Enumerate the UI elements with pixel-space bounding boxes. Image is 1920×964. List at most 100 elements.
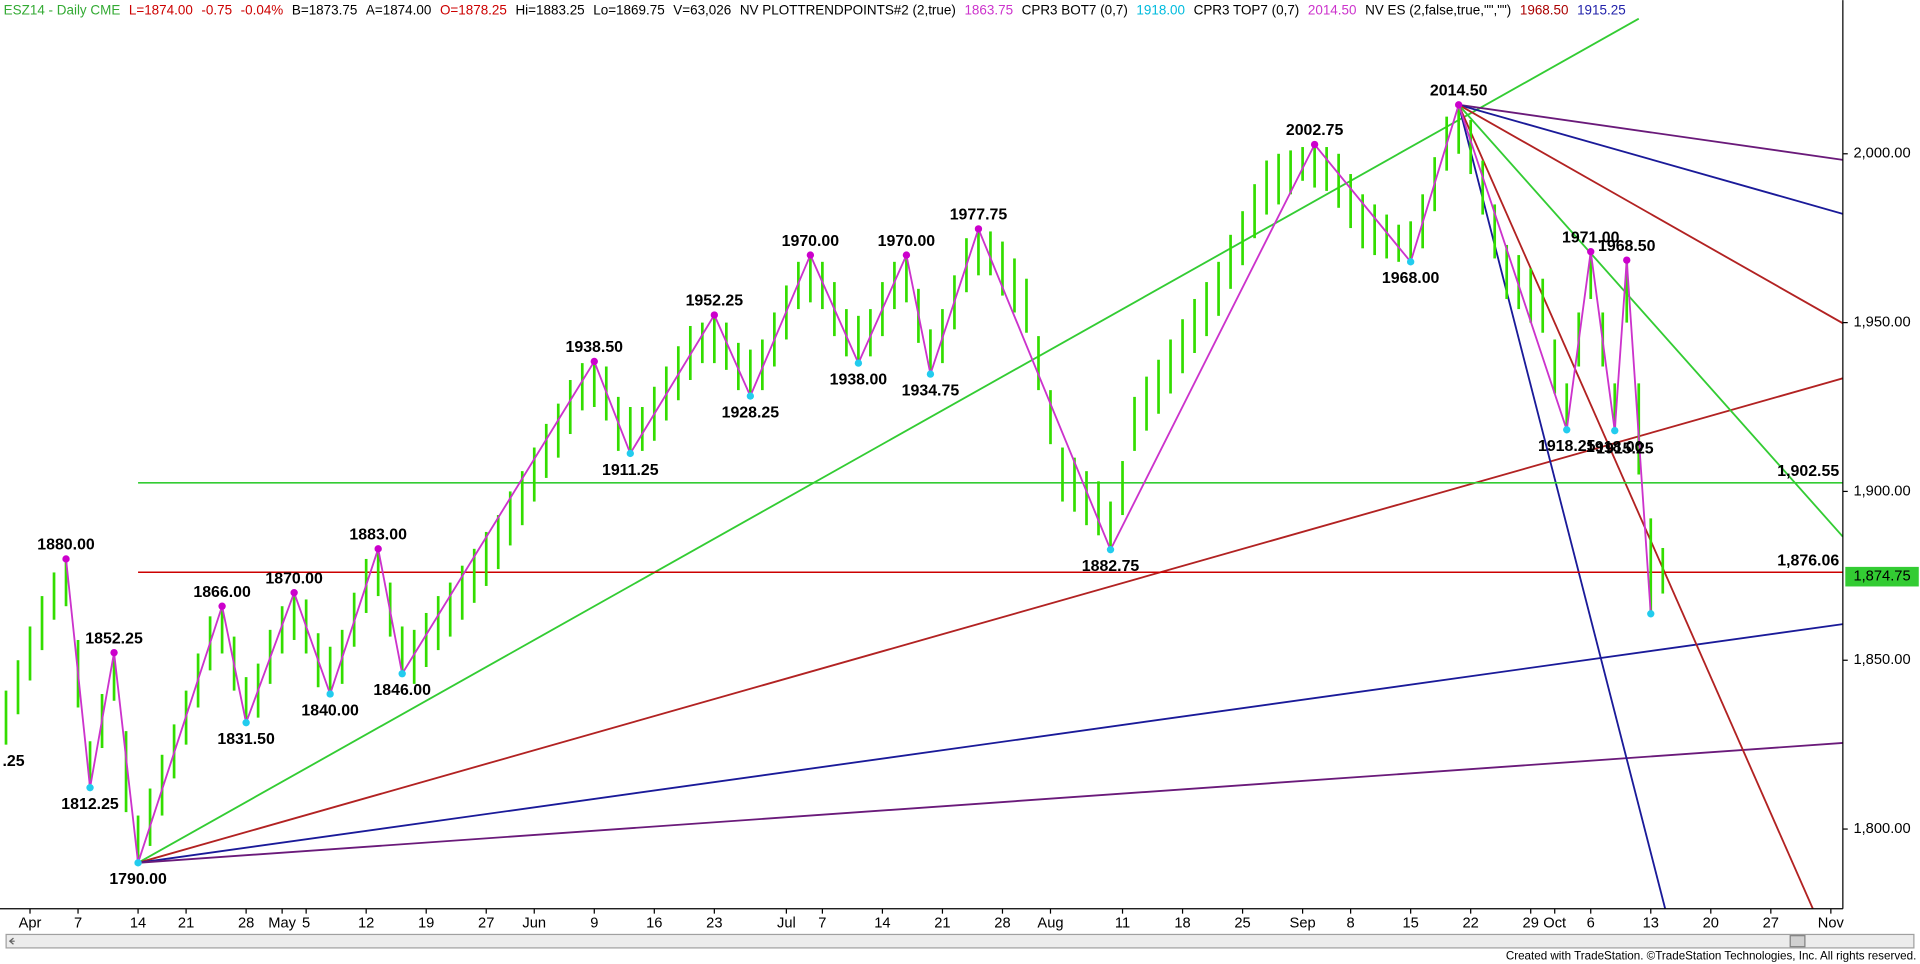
pivot-marker	[242, 719, 250, 727]
x-tick-label: 14	[874, 915, 890, 931]
x-tick-label: 8	[1347, 915, 1355, 931]
pivot-marker	[854, 359, 863, 367]
pivot-marker	[1455, 101, 1463, 109]
pivot-marker	[1406, 258, 1415, 266]
y-tick-label: 1,850.00	[1853, 652, 1910, 668]
x-tick-label: 18	[1174, 915, 1190, 931]
header-item: 1968.50	[1520, 3, 1569, 18]
pivot-marker	[1611, 426, 1619, 435]
header-item: Lo=1869.75	[593, 3, 664, 18]
header-item: 2014.50	[1308, 3, 1357, 18]
footer-text: Created with TradeStation. ©TradeStation…	[1506, 950, 1917, 963]
pivot-marker	[902, 251, 911, 259]
pivot-label: 1938.50	[566, 339, 624, 356]
pivot-marker	[62, 555, 70, 563]
last-price-label: 1,874.75	[1853, 569, 1910, 585]
trend-line	[137, 623, 1843, 864]
header-item: 1915.25	[1577, 3, 1626, 18]
pivot-marker	[398, 670, 406, 678]
header-item: L=1874.00	[129, 3, 193, 18]
x-tick-label: Jun	[522, 915, 546, 931]
x-tick-label: 7	[818, 915, 826, 931]
pivot-label: 1790.00	[109, 871, 167, 888]
scrollbar-thumb[interactable]	[1789, 935, 1806, 948]
pivot-marker	[1563, 426, 1571, 434]
pivot-marker	[134, 859, 142, 867]
x-tick-label: 20	[1703, 915, 1719, 931]
pivot-label: 1882.75	[1082, 558, 1140, 575]
pivot-marker	[1310, 140, 1319, 149]
pivot-marker	[110, 648, 118, 657]
x-tick-label: 7	[74, 915, 82, 931]
pivot-label: 1852.25	[85, 630, 143, 647]
x-tick-label: 28	[994, 915, 1010, 931]
trend-line	[137, 377, 1843, 864]
pivot-marker	[1647, 610, 1655, 618]
x-tick-label: 28	[238, 915, 254, 931]
header-item: 1918.00	[1136, 3, 1185, 18]
x-tick-label: 6	[1587, 915, 1595, 931]
pivot-label: 1938.00	[830, 371, 888, 388]
trend-line	[1457, 104, 1843, 538]
pivot-marker	[746, 392, 755, 400]
pivot-label: 1934.75	[902, 382, 960, 399]
trend-line	[1458, 104, 1843, 325]
x-tick-label: 23	[706, 915, 722, 931]
header-item: B=1873.75	[292, 3, 357, 18]
pivot-label: 1977.75	[950, 207, 1008, 224]
header-item: CPR3 TOP7 (0,7)	[1194, 3, 1300, 18]
header-item: A=1874.00	[366, 3, 431, 18]
pivot-marker	[806, 251, 815, 259]
pivot-marker	[374, 545, 382, 553]
pivot-label: 1971.00	[1562, 229, 1620, 246]
x-tick-label: May	[268, 915, 296, 931]
header-item: NV ES (2,false,true,"","")	[1365, 3, 1511, 18]
x-tick-label: 15	[1402, 915, 1418, 931]
trend-line	[137, 742, 1843, 864]
pivot-label: 1968.00	[1382, 270, 1440, 287]
pivot-label: 1866.00	[193, 584, 251, 601]
x-tick-label: Oct	[1543, 915, 1566, 931]
trend-zigzag	[65, 101, 1652, 864]
x-tick-label: 27	[1763, 915, 1779, 931]
scrollbar[interactable]	[5, 933, 1915, 949]
x-tick-label: Sep	[1290, 915, 1316, 931]
level-label: 1,876.06	[1777, 552, 1839, 569]
header-item: -0.04%	[241, 3, 284, 18]
trend-line	[1458, 103, 1843, 215]
pivot-label: 1918.00	[1586, 439, 1644, 456]
y-tick-label: 1,800.00	[1853, 821, 1910, 837]
pivot-marker	[290, 589, 298, 597]
pivot-label: 2014.50	[1430, 83, 1488, 100]
pivot-label: 1928.25	[722, 404, 780, 421]
y-tick-label: 2,000.00	[1853, 146, 1910, 162]
header-item: ESZ14 - Daily CME	[4, 3, 121, 18]
x-tick-label: 29	[1523, 915, 1539, 931]
pivot-marker	[710, 311, 719, 319]
scroll-left-arrow[interactable]	[8, 937, 15, 945]
pivot-label: 1970.00	[782, 233, 840, 250]
y-tick-label: 1,950.00	[1853, 314, 1910, 330]
pivot-marker	[86, 784, 94, 792]
pivot-marker	[1623, 256, 1631, 264]
last-price-box	[1845, 566, 1919, 587]
plot-area	[4, 17, 1843, 909]
pivot-marker	[1587, 248, 1595, 256]
pivot-label: 2002.75	[1286, 122, 1344, 139]
header-item: 1863.75	[964, 3, 1013, 18]
pivot-label: 1968.50	[1598, 238, 1656, 255]
x-tick-label: 21	[178, 915, 194, 931]
header-item: Hi=1883.25	[515, 3, 584, 18]
x-tick-label: 19	[418, 915, 434, 931]
x-tick-label: 21	[934, 915, 950, 931]
header-item: NV PLOTTRENDPOINTS#2 (2,true)	[740, 3, 956, 18]
x-tick-label: 27	[478, 915, 494, 931]
level-label: 1,902.55	[1777, 463, 1839, 480]
x-tick-label: Aug	[1037, 915, 1063, 931]
pivot-marker	[218, 602, 226, 610]
pivot-label: 1970.00	[878, 233, 936, 250]
header-item: CPR3 BOT7 (0,7)	[1022, 3, 1128, 18]
x-tick-label: 5	[302, 915, 310, 931]
pivot-label: 1911.25	[602, 462, 659, 479]
